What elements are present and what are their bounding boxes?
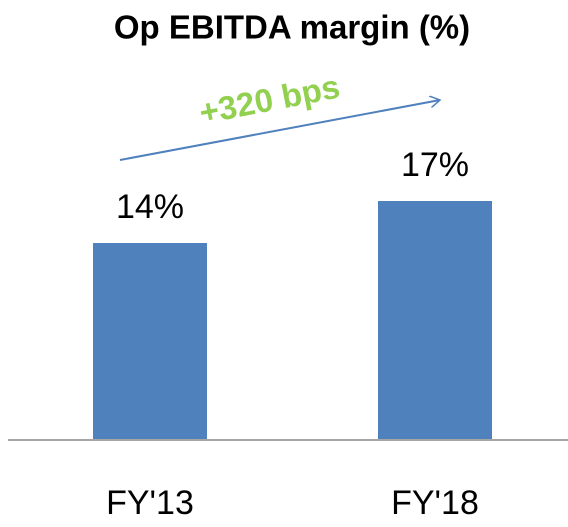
- chart-title: Op EBITDA margin (%): [114, 9, 470, 46]
- bar: [93, 243, 207, 439]
- x-tick-label: FY'13: [106, 484, 194, 522]
- bar: [378, 201, 492, 439]
- value-label: 14%: [116, 188, 184, 226]
- x-tick-label: FY'18: [391, 484, 479, 522]
- value-label: 17%: [401, 146, 469, 184]
- trend-arrow: [119, 100, 440, 161]
